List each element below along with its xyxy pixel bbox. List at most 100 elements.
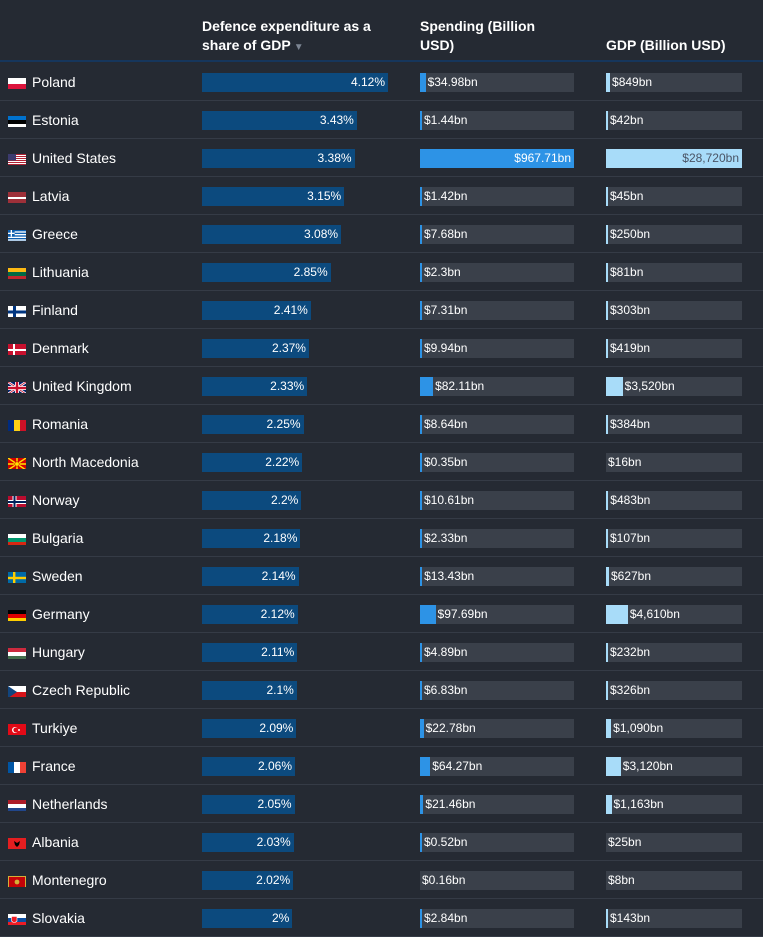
greece-flag-icon <box>8 229 26 241</box>
share-value-label: 4.12% <box>350 75 385 89</box>
gdp-track: $81bn <box>606 263 742 282</box>
gdp-column-header[interactable]: GDP (Billion USD) <box>606 36 756 55</box>
denmark-flag-icon <box>8 343 26 355</box>
share-bar: 2.03% <box>202 833 294 852</box>
share-bar: 2.05% <box>202 795 295 814</box>
share-value-label: 2.03% <box>256 835 291 849</box>
gdp-track: $42bn <box>606 111 742 130</box>
spending-value-label: $0.16bn <box>422 873 466 887</box>
table-row: Turkiye 2.09% $22.78bn $1,090bn <box>0 709 763 747</box>
spending-bar <box>420 605 436 624</box>
spending-value-label: $9.94bn <box>424 341 468 355</box>
spending-value-label: $82.11bn <box>435 379 485 393</box>
table-row: Bulgaria 2.18% $2.33bn $107bn <box>0 519 763 557</box>
spending-value-label: $0.35bn <box>424 455 468 469</box>
spending-value-label: $0.52bn <box>424 835 468 849</box>
spending-value-label: $22.78bn <box>425 721 476 735</box>
country-name: Estonia <box>32 112 79 128</box>
sort-descending-icon[interactable]: ▼ <box>293 42 304 53</box>
gdp-bar <box>606 719 612 738</box>
gdp-track: $419bn <box>606 339 742 358</box>
slovakia-flag-icon <box>8 913 26 925</box>
united-states-flag-icon <box>8 153 26 165</box>
gdp-value-label: $107bn <box>610 531 651 545</box>
finland-flag-icon <box>8 305 26 317</box>
gdp-track: $45bn <box>606 187 742 206</box>
share-value-label: 2.22% <box>265 455 300 469</box>
gdp-track: $3,520bn <box>606 377 742 396</box>
spending-value-label: $64.27bn <box>432 759 483 773</box>
country-name: Bulgaria <box>32 530 84 546</box>
share-bar: 2.11% <box>202 643 298 662</box>
table-row: Norway 2.2% $10.61bn $483bn <box>0 481 763 519</box>
norway-flag-icon <box>8 495 26 507</box>
table-row: United States 3.38% $967.71bn $28,720bn <box>0 139 763 177</box>
country-name: North Macedonia <box>32 454 139 470</box>
table-row: Poland 4.12% $34.98bn $849bn <box>0 63 763 101</box>
spending-bar <box>420 909 422 928</box>
share-bar: 3.08% <box>202 225 342 244</box>
united-kingdom-flag-icon <box>8 381 26 393</box>
spending-track: $64.27bn <box>420 757 574 776</box>
spending-track: $0.35bn <box>420 453 574 472</box>
spending-value-label: $1.42bn <box>424 189 468 203</box>
country-name: Greece <box>32 226 78 242</box>
gdp-value-label: $16bn <box>608 455 642 469</box>
gdp-bar <box>606 225 608 244</box>
table-row: Germany 2.12% $97.69bn $4,610bn <box>0 595 763 633</box>
table-row: Finland 2.41% $7.31bn $303bn <box>0 291 763 329</box>
share-bar: 3.15% <box>202 187 345 206</box>
share-bar: 2.2% <box>202 491 302 510</box>
share-header-line2: share of GDP <box>202 37 291 53</box>
country-name: Poland <box>32 74 76 90</box>
gdp-value-label: $1,090bn <box>613 721 664 735</box>
spending-track: $22.78bn <box>420 719 574 738</box>
spending-value-label: $967.71bn <box>514 151 571 165</box>
spending-track: $34.98bn <box>420 73 574 92</box>
north-macedonia-flag-icon <box>8 457 26 469</box>
share-value-label: 2.12% <box>260 607 295 621</box>
spending-track: $0.16bn <box>420 871 574 890</box>
share-column-header[interactable]: Defence expenditure as a share of GDP ▼ <box>202 17 402 57</box>
gdp-bar <box>606 567 609 586</box>
gdp-value-label: $25bn <box>608 835 642 849</box>
gdp-value-label: $250bn <box>610 227 651 241</box>
gdp-bar <box>606 605 628 624</box>
share-value-label: 2.14% <box>261 569 296 583</box>
table-row: Latvia 3.15% $1.42bn $45bn <box>0 177 763 215</box>
gdp-bar <box>606 301 608 320</box>
gdp-track: $232bn <box>606 643 742 662</box>
gdp-bar <box>606 111 608 130</box>
share-bar: 2.09% <box>202 719 297 738</box>
albania-flag-icon <box>8 837 26 849</box>
gdp-value-label: $326bn <box>610 683 651 697</box>
spending-bar <box>420 453 422 472</box>
gdp-track: $28,720bn <box>606 149 742 168</box>
gdp-bar <box>606 377 623 396</box>
spending-track: $1.42bn <box>420 187 574 206</box>
table-row: North Macedonia 2.22% $0.35bn $16bn <box>0 443 763 481</box>
gdp-bar <box>606 415 608 434</box>
spending-track: $97.69bn <box>420 605 574 624</box>
gdp-bar <box>606 757 621 776</box>
table-row: Romania 2.25% $8.64bn $384bn <box>0 405 763 443</box>
spending-track: $9.94bn <box>420 339 574 358</box>
gdp-track: $143bn <box>606 909 742 928</box>
gdp-value-label: $143bn <box>610 911 651 925</box>
country-name: Hungary <box>32 644 85 660</box>
table-row: Netherlands 2.05% $21.46bn $1,163bn <box>0 785 763 823</box>
spending-track: $1.44bn <box>420 111 574 130</box>
spending-bar <box>420 263 422 282</box>
gdp-bar <box>606 73 611 92</box>
gdp-track: $107bn <box>606 529 742 548</box>
share-value-label: 2.2% <box>270 493 299 507</box>
country-name: Lithuania <box>32 264 89 280</box>
spending-value-label: $2.33bn <box>424 531 468 545</box>
spending-column-header[interactable]: Spending (Billion USD) <box>420 17 580 55</box>
sweden-flag-icon <box>8 571 26 583</box>
spending-value-label: $4.89bn <box>424 645 468 659</box>
share-value-label: 2.18% <box>263 531 298 545</box>
country-name: Finland <box>32 302 78 318</box>
gdp-header-label: GDP (Billion USD) <box>606 37 726 53</box>
gdp-bar <box>606 795 612 814</box>
